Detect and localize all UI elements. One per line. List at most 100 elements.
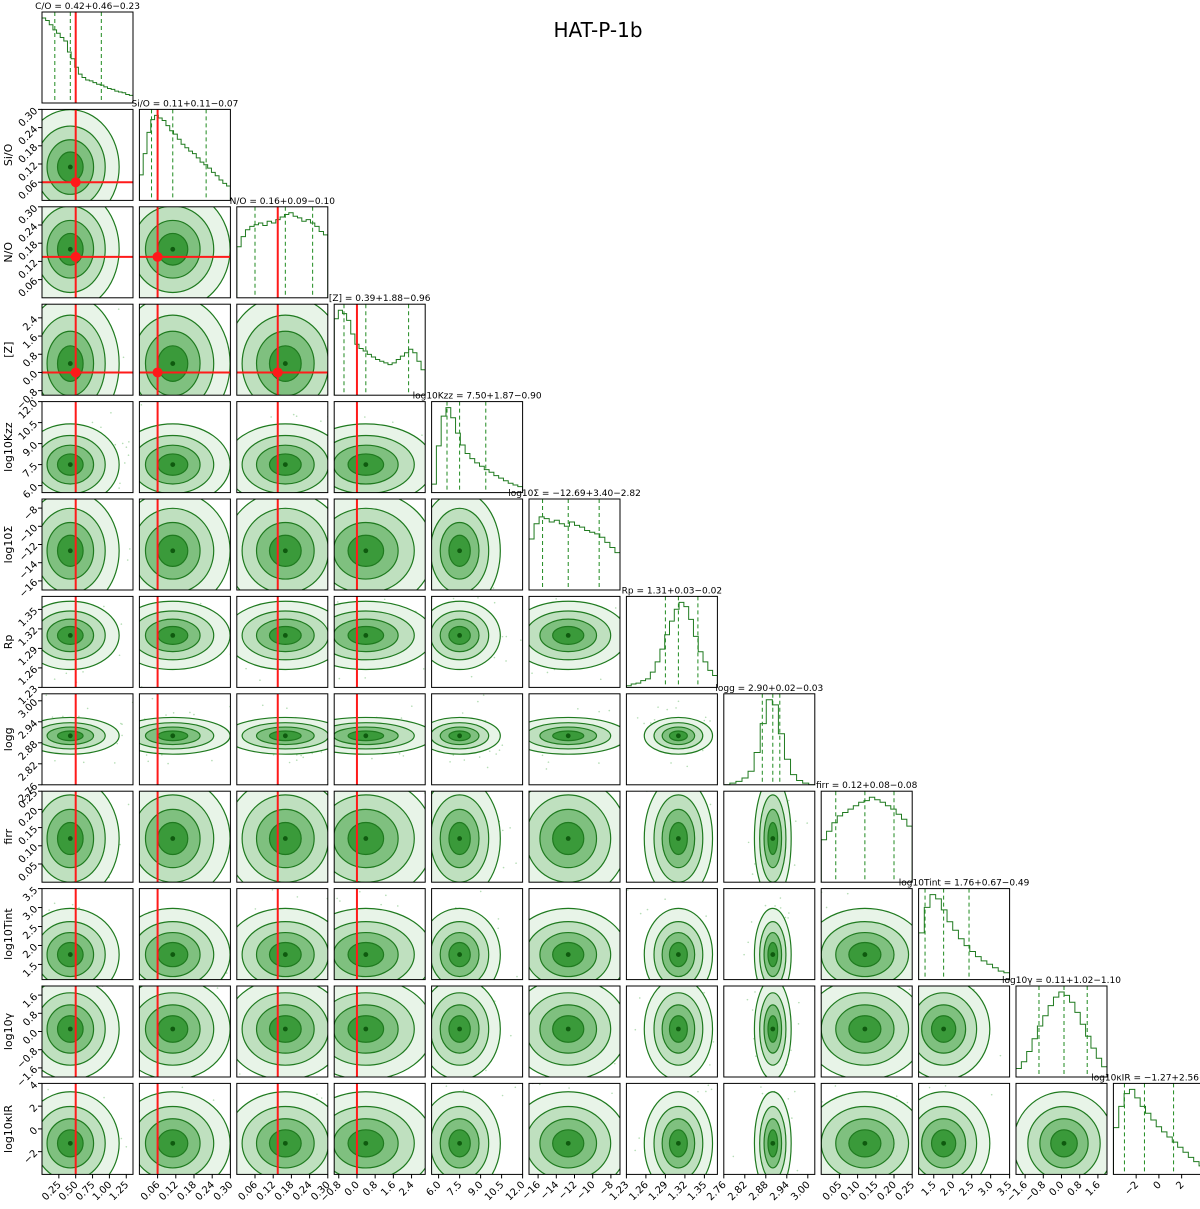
sample-point [319, 407, 321, 409]
histogram-title-tint: log10Tint = 1.76+0.67−0.49 [899, 879, 1030, 889]
sample-point [127, 803, 130, 806]
sample-point [633, 635, 635, 637]
sample-point [610, 1079, 612, 1081]
contour-line [241, 920, 328, 980]
contour-line [643, 716, 714, 755]
sample-point [501, 744, 504, 746]
contour-line [653, 1105, 704, 1175]
sample-point [519, 1017, 521, 1019]
sample-point [731, 953, 733, 955]
sample-point [778, 900, 780, 902]
sample-point [127, 822, 129, 824]
density-peak [770, 836, 776, 841]
sample-point [316, 598, 318, 600]
x-tick-label: 2 [1174, 1180, 1186, 1192]
sample-point [633, 771, 635, 773]
x-tick-label: 0.18 [175, 1180, 199, 1204]
density-peak [67, 733, 73, 739]
sample-point [460, 683, 462, 685]
contour-line [552, 1129, 585, 1158]
panel-frame [528, 693, 621, 786]
contour-line [753, 1091, 792, 1175]
sample-point [99, 202, 101, 204]
sample-point [635, 995, 637, 997]
sample-point [482, 694, 485, 696]
x-tick-label: −12 [557, 1180, 580, 1203]
contour-line [42, 992, 106, 1066]
sample-point [244, 406, 246, 408]
density-peak [170, 836, 176, 841]
sample-point [388, 496, 390, 498]
contour-line [1050, 1129, 1078, 1158]
sample-point [169, 494, 171, 496]
contour-line [139, 1105, 215, 1175]
contour-line [42, 304, 120, 396]
panel-tint-vs-z [333, 888, 426, 981]
sample-point [502, 866, 505, 869]
contour-line [763, 1118, 783, 1169]
sample-point [86, 707, 89, 710]
sample-point [231, 425, 233, 427]
contour-line [46, 330, 95, 396]
x-tick-label: −10 [575, 1180, 598, 1203]
panel-frame [431, 595, 524, 688]
y-axis-label-sig: log10Σ [2, 526, 15, 564]
density-peak [67, 1026, 73, 1032]
sample-point [222, 700, 224, 702]
sample-point [364, 416, 366, 418]
sample-point [755, 1055, 757, 1057]
density-peak [363, 633, 369, 638]
contour-line [448, 1015, 471, 1043]
panel-frame [528, 498, 621, 591]
sample-point [751, 1009, 754, 1011]
y-tick-label: 0 [28, 1125, 40, 1137]
density-peak [282, 952, 288, 957]
sample-point [779, 907, 782, 909]
sample-point [375, 597, 377, 599]
y-tick-label: 2.82 [17, 760, 41, 784]
sample-point [383, 598, 386, 601]
sample-point [118, 487, 120, 489]
sample-point [678, 1175, 680, 1177]
density-peak [457, 548, 462, 554]
panel-sig-vs-z [316, 496, 426, 600]
panel-firr-vs-z [333, 790, 426, 883]
contour-line [821, 1091, 913, 1112]
contour-line [56, 534, 84, 567]
sample-point [127, 776, 129, 778]
sample-point [53, 678, 56, 680]
sample-point [121, 723, 123, 726]
panel-z-vs-sio [134, 303, 233, 427]
sample-point [6, 785, 8, 787]
sample-point [385, 894, 387, 897]
sample-point [16, 1136, 18, 1138]
density-peak [565, 633, 571, 638]
sample-point [630, 1043, 632, 1045]
contour-line [56, 345, 84, 382]
contour-line [46, 808, 95, 869]
x-tick-label: 0.24 [291, 1180, 315, 1204]
panel-frame [41, 206, 134, 299]
contour-line [439, 1004, 480, 1054]
contour-line [144, 618, 201, 653]
sample-point [134, 353, 136, 355]
contour-line [661, 808, 696, 869]
contour-line [236, 423, 328, 493]
panel-sig-vs-sio [138, 498, 231, 591]
sample-point [635, 675, 637, 677]
sample-point [167, 762, 169, 765]
sample-point [501, 829, 504, 832]
sample-point [834, 1085, 837, 1087]
contour-line [42, 1091, 120, 1175]
panel-frame [41, 401, 134, 494]
sample-point [60, 786, 62, 788]
sample-point [955, 981, 957, 983]
density-peak [170, 246, 176, 252]
sample-point [116, 291, 118, 293]
sample-point [426, 731, 428, 733]
panel-frame [333, 985, 426, 1078]
y-tick-label: 1.26 [17, 664, 41, 688]
sample-point [624, 733, 626, 735]
contour-line [334, 1105, 415, 1175]
